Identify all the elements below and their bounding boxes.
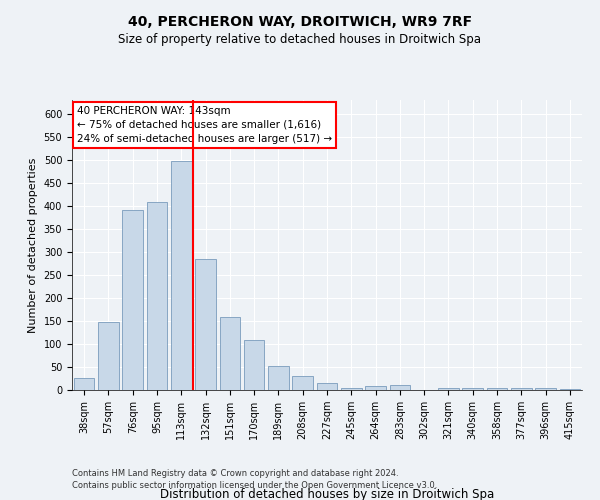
- Bar: [195, 259, 216, 390]
- Bar: [122, 210, 143, 390]
- Bar: [341, 388, 362, 390]
- Bar: [98, 322, 119, 390]
- Bar: [365, 386, 386, 390]
- Text: 40 PERCHERON WAY: 143sqm
← 75% of detached houses are smaller (1,616)
24% of sem: 40 PERCHERON WAY: 143sqm ← 75% of detach…: [77, 106, 332, 144]
- Bar: [463, 388, 483, 390]
- Bar: [487, 388, 508, 390]
- Bar: [171, 161, 191, 390]
- Text: Size of property relative to detached houses in Droitwich Spa: Size of property relative to detached ho…: [119, 32, 482, 46]
- Bar: [74, 378, 94, 390]
- Bar: [292, 376, 313, 390]
- Bar: [438, 388, 459, 390]
- Text: 40, PERCHERON WAY, DROITWICH, WR9 7RF: 40, PERCHERON WAY, DROITWICH, WR9 7RF: [128, 15, 472, 29]
- Bar: [511, 388, 532, 390]
- Bar: [268, 366, 289, 390]
- Bar: [535, 388, 556, 390]
- Bar: [244, 340, 265, 390]
- Text: Contains HM Land Registry data © Crown copyright and database right 2024.: Contains HM Land Registry data © Crown c…: [72, 468, 398, 477]
- Bar: [560, 389, 580, 390]
- X-axis label: Distribution of detached houses by size in Droitwich Spa: Distribution of detached houses by size …: [160, 488, 494, 500]
- Bar: [146, 202, 167, 390]
- Bar: [389, 386, 410, 390]
- Y-axis label: Number of detached properties: Number of detached properties: [28, 158, 38, 332]
- Text: Contains public sector information licensed under the Open Government Licence v3: Contains public sector information licen…: [72, 481, 437, 490]
- Bar: [317, 382, 337, 390]
- Bar: [220, 318, 240, 390]
